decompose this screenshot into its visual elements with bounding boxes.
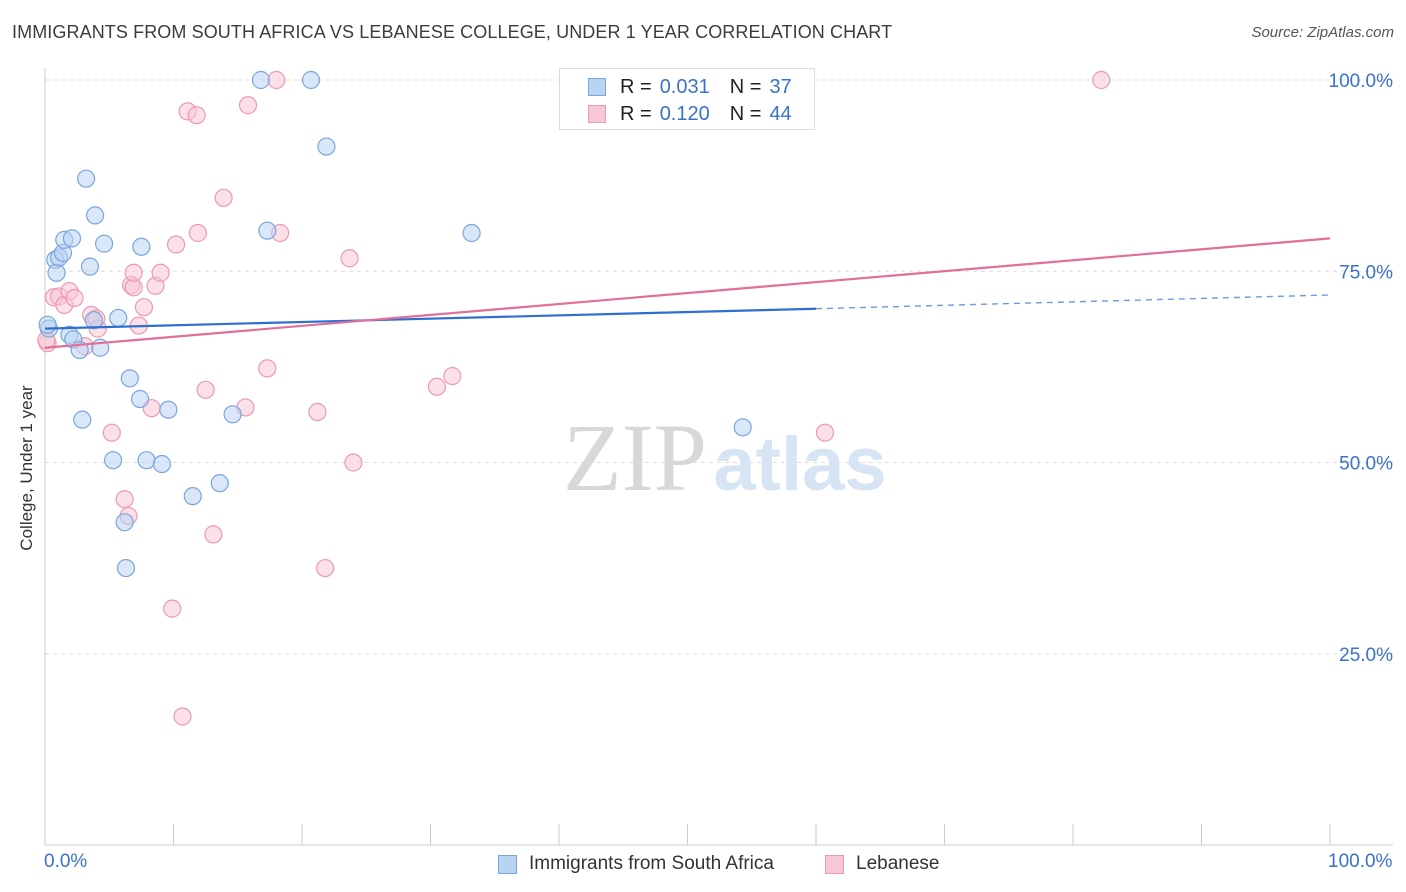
south-africa-point xyxy=(223,405,242,424)
legend-r-value: 0.120 xyxy=(659,102,710,125)
bottom-legend-label-lebanese: Lebanese xyxy=(856,853,940,874)
south-africa-point xyxy=(120,369,139,388)
south-africa-point xyxy=(62,229,82,248)
y-tick-label: 25.0% xyxy=(1339,645,1393,666)
axes xyxy=(44,68,1393,846)
lebanese-point xyxy=(308,402,327,422)
lebanese-point xyxy=(65,288,84,308)
lebanese-point xyxy=(115,490,134,509)
south-africa-point xyxy=(137,451,156,470)
watermark: ZIP atlas xyxy=(563,404,887,511)
south-africa-point xyxy=(104,451,123,470)
series-lebanese-points xyxy=(37,70,1111,726)
legend-n-value: 37 xyxy=(769,75,792,98)
south-africa-point xyxy=(109,308,128,328)
lebanese-point xyxy=(214,188,233,207)
legend-r-value: 0.031 xyxy=(659,75,710,98)
lebanese-point xyxy=(427,377,447,396)
south-africa-point xyxy=(733,418,752,437)
south-africa-point xyxy=(80,257,100,276)
lebanese-point xyxy=(267,70,286,90)
lebanese-point xyxy=(196,380,215,399)
y-axis-label: College, Under 1 year xyxy=(17,385,36,551)
south-africa-point xyxy=(210,474,229,493)
legend-row-lebanese: R = 0.120 N = 44 xyxy=(588,102,792,126)
x-tick-label-max: 100.0% xyxy=(1328,851,1393,872)
legend-swatch-pink xyxy=(588,105,606,123)
x-tick-label-min: 0.0% xyxy=(44,851,88,872)
lebanese-point xyxy=(163,599,182,618)
south-africa-trend-extension xyxy=(815,294,1331,310)
lebanese-point xyxy=(124,263,143,282)
lebanese-point xyxy=(134,298,154,317)
south-africa-point xyxy=(115,513,134,532)
correlation-legend: R = 0.031 N = 37 R = 0.120 N = 44 xyxy=(559,68,815,130)
south-africa-point xyxy=(132,237,151,256)
gridlines xyxy=(45,79,1393,655)
bottom-legend-swatch-pink xyxy=(825,854,844,874)
legend-n-value: 44 xyxy=(769,102,792,125)
lebanese-point xyxy=(238,96,258,115)
lebanese-point xyxy=(316,558,335,578)
south-africa-point xyxy=(152,454,172,474)
south-africa-point xyxy=(462,223,481,243)
legend-n-label: N = xyxy=(729,75,762,98)
legend-row-south-africa: R = 0.031 N = 37 xyxy=(588,75,792,99)
lebanese-point xyxy=(166,235,186,254)
south-africa-point xyxy=(84,311,103,330)
watermark-zip: ZIP xyxy=(563,404,707,511)
south-africa-point xyxy=(258,221,277,240)
legend-r-label: R = xyxy=(620,102,652,125)
bottom-legend-swatch-blue xyxy=(498,854,517,874)
bottom-legend-south-africa: Immigrants from South Africa xyxy=(498,852,774,876)
lebanese-point xyxy=(1092,70,1111,90)
lebanese-point xyxy=(340,249,359,268)
lebanese-point xyxy=(815,423,835,442)
lebanese-point xyxy=(258,359,277,378)
lebanese-point xyxy=(443,366,462,386)
south-africa-point xyxy=(47,263,66,282)
legend-r-label: R = xyxy=(620,75,652,98)
south-africa-trend-line xyxy=(44,307,817,330)
chart-title: IMMIGRANTS FROM SOUTH AFRICA VS LEBANESE… xyxy=(12,22,893,42)
south-africa-point xyxy=(130,389,150,409)
y-tick-label: 50.0% xyxy=(1339,454,1393,475)
series-south-africa-points xyxy=(38,70,752,578)
legend-n-label: N = xyxy=(729,102,762,125)
legend-swatch-blue xyxy=(588,78,606,96)
y-tick-label: 75.0% xyxy=(1339,262,1393,283)
lebanese-point xyxy=(344,453,363,472)
lebanese-point xyxy=(102,423,121,442)
lebanese-trend-line xyxy=(44,237,1331,349)
y-tick-labels: 100.0% 75.0% 50.0% 25.0% xyxy=(1329,71,1394,666)
trend-lines xyxy=(44,237,1331,349)
lebanese-point xyxy=(151,263,170,282)
south-africa-point xyxy=(251,70,270,90)
lebanese-point xyxy=(173,707,192,726)
south-africa-point xyxy=(317,137,336,156)
south-africa-point xyxy=(183,487,202,506)
south-africa-point xyxy=(301,70,321,90)
lebanese-point xyxy=(204,525,223,544)
south-africa-point xyxy=(95,234,114,253)
south-africa-point xyxy=(73,410,92,429)
lebanese-point xyxy=(187,106,206,125)
south-africa-point xyxy=(38,315,57,334)
bottom-legend-label-south-africa: Immigrants from South Africa xyxy=(529,853,774,874)
source-label: Source: ZipAtlas.com xyxy=(1251,24,1394,41)
y-tick-label: 100.0% xyxy=(1329,71,1394,92)
south-africa-point xyxy=(116,558,136,578)
south-africa-point xyxy=(77,169,96,188)
south-africa-point xyxy=(86,206,105,225)
lebanese-point xyxy=(188,223,208,243)
south-africa-point xyxy=(159,400,178,419)
bottom-legend-lebanese: Lebanese xyxy=(825,852,939,876)
